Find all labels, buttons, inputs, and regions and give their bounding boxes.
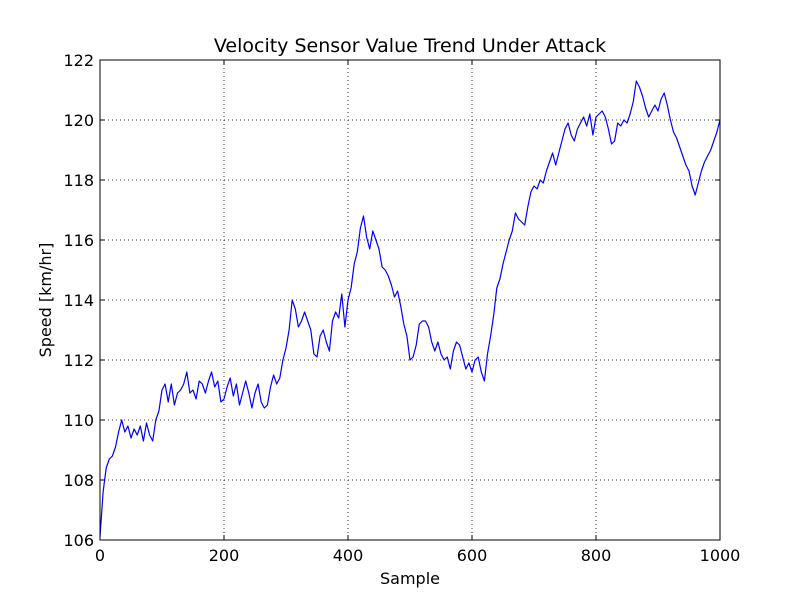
- y-tick-label: 114: [63, 291, 94, 310]
- x-tick-label: 800: [581, 546, 612, 565]
- y-tick-label: 110: [63, 411, 94, 430]
- x-tick-label: 400: [333, 546, 364, 565]
- y-tick-label: 122: [63, 51, 94, 70]
- x-tick-label: 1000: [700, 546, 741, 565]
- y-tick-label: 112: [63, 351, 94, 370]
- y-axis-label: Speed [km/hr]: [36, 243, 55, 358]
- series-line: [99, 80, 721, 538]
- plot-area: [99, 80, 721, 538]
- chart-title: Velocity Sensor Value Trend Under Attack: [214, 35, 606, 57]
- x-tick-label: 0: [95, 546, 105, 565]
- x-axis-label: Sample: [380, 569, 440, 588]
- y-tick-label: 108: [63, 471, 94, 490]
- y-tick-label: 120: [63, 111, 94, 130]
- x-tick-label: 600: [457, 546, 488, 565]
- y-tick-label: 118: [63, 171, 94, 190]
- y-tick-label: 116: [63, 231, 94, 250]
- x-tick-label: 200: [209, 546, 240, 565]
- axis-ticks: 0 200 400 600 800 1000 106 108 110 112 114 116 118 12…: [63, 51, 740, 565]
- y-tick-label: 106: [63, 531, 94, 550]
